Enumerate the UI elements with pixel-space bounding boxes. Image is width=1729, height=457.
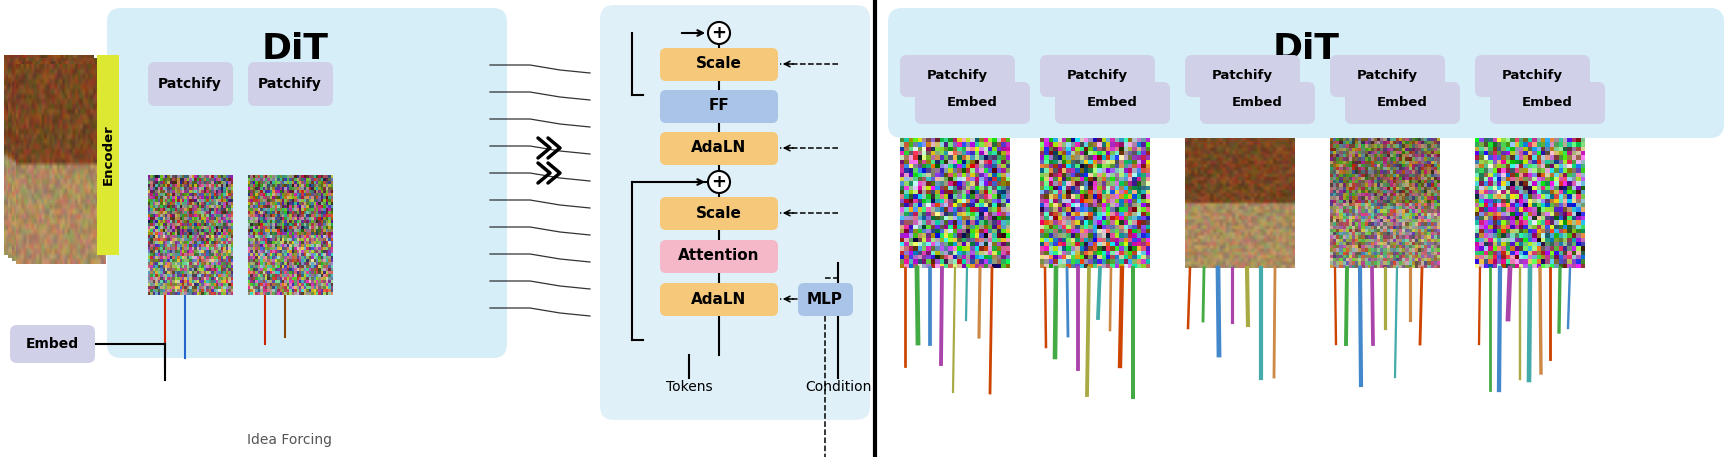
Text: +: + <box>712 173 726 191</box>
FancyBboxPatch shape <box>901 55 1015 97</box>
Text: Patchify: Patchify <box>1501 69 1563 83</box>
Text: AdaLN: AdaLN <box>692 292 747 307</box>
Text: Patchify: Patchify <box>258 77 322 91</box>
FancyBboxPatch shape <box>1490 82 1605 124</box>
Text: Attention: Attention <box>678 249 759 264</box>
Text: Encoder: Encoder <box>102 125 114 186</box>
FancyBboxPatch shape <box>889 8 1724 138</box>
FancyBboxPatch shape <box>660 283 778 316</box>
FancyBboxPatch shape <box>660 90 778 123</box>
Text: Embed: Embed <box>1086 96 1138 110</box>
Text: DiT: DiT <box>261 32 329 66</box>
Text: Patchify: Patchify <box>157 77 221 91</box>
Text: Embed: Embed <box>26 337 78 351</box>
FancyBboxPatch shape <box>247 62 334 106</box>
Text: AdaLN: AdaLN <box>692 140 747 155</box>
Text: FF: FF <box>709 99 730 113</box>
FancyBboxPatch shape <box>10 325 95 363</box>
FancyBboxPatch shape <box>1041 55 1155 97</box>
Bar <box>97 55 119 255</box>
FancyBboxPatch shape <box>660 132 778 165</box>
Text: Idea Forcing: Idea Forcing <box>247 433 332 447</box>
Text: Scale: Scale <box>697 57 742 71</box>
FancyBboxPatch shape <box>149 62 233 106</box>
Text: Patchify: Patchify <box>927 69 987 83</box>
Circle shape <box>707 22 730 44</box>
Text: Patchify: Patchify <box>1212 69 1273 83</box>
FancyBboxPatch shape <box>1184 55 1300 97</box>
FancyBboxPatch shape <box>1475 55 1591 97</box>
FancyBboxPatch shape <box>660 197 778 230</box>
FancyBboxPatch shape <box>600 5 870 420</box>
FancyBboxPatch shape <box>1055 82 1171 124</box>
Text: Tokens: Tokens <box>666 380 712 394</box>
Circle shape <box>707 171 730 193</box>
FancyBboxPatch shape <box>107 8 507 358</box>
FancyBboxPatch shape <box>660 240 778 273</box>
Text: +: + <box>712 24 726 42</box>
Text: Condition: Condition <box>804 380 871 394</box>
Text: DiT: DiT <box>1273 32 1340 66</box>
FancyBboxPatch shape <box>799 283 852 316</box>
Text: Embed: Embed <box>1231 96 1283 110</box>
Text: Scale: Scale <box>697 206 742 220</box>
FancyBboxPatch shape <box>915 82 1030 124</box>
Text: MLP: MLP <box>807 292 844 307</box>
Text: Embed: Embed <box>1522 96 1572 110</box>
FancyBboxPatch shape <box>1345 82 1459 124</box>
Text: Embed: Embed <box>946 96 998 110</box>
FancyBboxPatch shape <box>1330 55 1445 97</box>
Text: Patchify: Patchify <box>1357 69 1418 83</box>
Text: Patchify: Patchify <box>1067 69 1127 83</box>
Text: Embed: Embed <box>1376 96 1428 110</box>
FancyBboxPatch shape <box>660 48 778 81</box>
FancyBboxPatch shape <box>1200 82 1316 124</box>
